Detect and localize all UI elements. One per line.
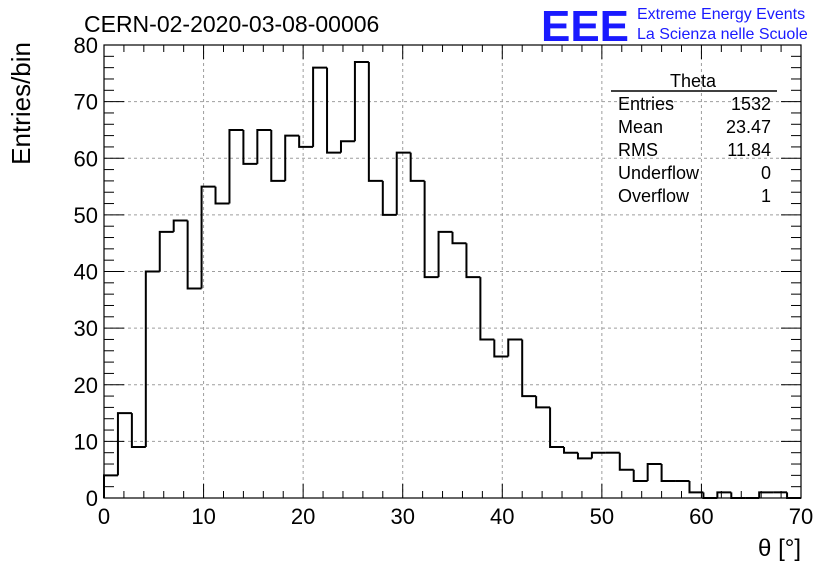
histogram-bin (563, 447, 578, 454)
histogram-bin (214, 186, 230, 205)
logo-mark: EEE (541, 2, 629, 51)
y-tick-label: 50 (74, 203, 98, 228)
axis-ticks (103, 44, 802, 499)
y-tick-label: 0 (86, 486, 98, 511)
histogram-bin (716, 491, 732, 498)
y-axis-label: Entries/bin (6, 42, 36, 165)
histogram-bin (186, 220, 202, 290)
histogram-bin (158, 230, 174, 272)
histogram-bin (270, 129, 286, 182)
histogram-bin (423, 180, 439, 279)
x-tick-label: 60 (689, 504, 713, 529)
histogram-bin (312, 66, 328, 147)
histogram-bin (298, 135, 314, 148)
histogram-bin (786, 492, 801, 499)
histogram-bin (228, 128, 244, 204)
y-tick-label: 60 (74, 146, 98, 171)
stats-box: Theta Entries 1532 Mean 23.47 RMS 11.84 Underf… (611, 71, 777, 206)
x-tick-label: 50 (590, 504, 614, 529)
histogram-bin (200, 185, 216, 289)
histogram-bin (353, 60, 369, 142)
x-tick-label: 10 (191, 504, 215, 529)
histogram-bin (284, 134, 300, 181)
histogram-bin (144, 270, 160, 448)
stats-row-value: 11.84 (727, 140, 771, 160)
histogram-bin (326, 67, 341, 154)
logo-line-1: Extreme Energy Events (637, 6, 805, 23)
histogram-bin (256, 128, 272, 164)
histogram-bin (702, 492, 718, 499)
x-tick-label: 20 (291, 504, 315, 529)
stats-row-label: Overflow (618, 186, 690, 206)
histogram-bin (521, 339, 537, 398)
histogram-bin (646, 463, 662, 482)
stats-row-value: 1 (761, 186, 771, 206)
histogram-bin (395, 151, 411, 215)
histogram-bin (130, 413, 146, 449)
y-tick-label: 80 (74, 33, 98, 58)
stats-row-label: Mean (618, 117, 663, 137)
logo-line-2: La Scienza nelle Scuole (637, 26, 808, 43)
y-tick-label: 70 (74, 90, 98, 115)
histogram-bin (660, 464, 676, 483)
histogram-bin (549, 407, 565, 449)
histogram-bin (451, 231, 467, 245)
histogram-bin (437, 230, 453, 278)
grid (104, 45, 801, 498)
histogram-bin (172, 219, 188, 232)
x-axis-label: θ [°] (758, 535, 801, 562)
x-tick-label: 0 (98, 504, 110, 529)
y-tick-label: 10 (74, 429, 98, 454)
stats-row-label: Entries (618, 94, 674, 114)
histogram-bin (758, 491, 774, 498)
histogram-bin (409, 152, 425, 182)
histogram-bin (479, 277, 495, 341)
histogram-bin (507, 338, 523, 357)
histogram-bin (618, 452, 634, 471)
histogram-bin (535, 396, 551, 409)
histogram-bin (493, 339, 509, 358)
stats-row-value: 1532 (731, 94, 771, 114)
histogram-bin (381, 180, 397, 216)
stats-row-value: 0 (761, 163, 771, 183)
x-tick-label: 70 (789, 504, 813, 529)
x-tick-label: 30 (390, 504, 414, 529)
histogram-bin (465, 243, 481, 279)
histogram-bin (730, 492, 746, 499)
stats-row-label: Underflow (618, 163, 700, 183)
stats-row-value: 23.47 (726, 117, 771, 137)
histogram (103, 60, 801, 499)
histogram-bin (590, 451, 606, 459)
x-tick-label: 40 (490, 504, 514, 529)
histogram-bin (576, 452, 592, 460)
histogram-bin (242, 129, 258, 165)
y-tick-label: 40 (74, 260, 98, 285)
y-tick-label: 30 (74, 316, 98, 341)
stats-title: Theta (670, 71, 717, 91)
y-tick-label: 20 (74, 373, 98, 398)
histogram-bin (367, 61, 383, 182)
histogram-bin (632, 469, 648, 483)
stats-row-label: RMS (618, 140, 658, 160)
histogram-bin (339, 140, 355, 153)
histogram-bin (116, 412, 132, 476)
histogram-bin (688, 481, 704, 494)
chart-title: CERN-02-2020-03-08-00006 (84, 11, 379, 37)
